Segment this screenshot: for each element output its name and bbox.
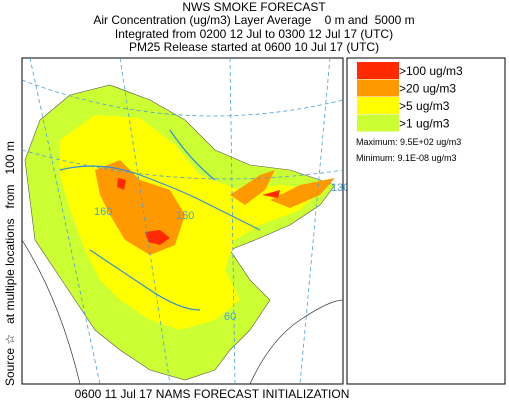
- legend-maximum: Maximum: 9.5E+02 ug/m3: [356, 137, 461, 147]
- legend-swatch: [357, 62, 399, 79]
- legend-swatch: [357, 97, 399, 114]
- legend-label: >5 ug/m3: [399, 99, 450, 113]
- map-label: 130: [331, 182, 349, 194]
- map-label: 150: [176, 210, 194, 222]
- subtitle: Air Concentration (ug/m3) Layer Average …: [93, 13, 414, 27]
- map-label: 60: [224, 311, 236, 323]
- legend-swatch: [357, 79, 399, 97]
- rivers: [59, 129, 261, 311]
- legend-label: >1 ug/m3: [399, 117, 450, 131]
- legend-label: >100 ug/m3: [399, 64, 463, 78]
- subtitle: Integrated from 0200 12 Jul to 0300 12 J…: [115, 27, 393, 41]
- smoke-area-20: [230, 170, 335, 208]
- title: NWS SMOKE FORECAST: [182, 0, 326, 14]
- map-label: 160: [94, 206, 112, 218]
- legend: Maximum: 9.5E+02 ug/m3 Minimum: 9.1E-08 …: [346, 57, 506, 385]
- subtitle: PM25 Release started at 0600 10 Jul 17 (…: [129, 40, 379, 54]
- side-label: Source ☆ at multiple locations from 100 …: [3, 141, 17, 386]
- legend-swatch: [357, 114, 399, 132]
- legend-minimum: Minimum: 9.1E-08 ug/m3: [356, 153, 457, 163]
- coastline: [22, 239, 343, 384]
- footer: 0600 11 Jul 17 NAMS FORECAST INITIALIZAT…: [75, 387, 350, 401]
- legend-label: >20 ug/m3: [399, 82, 456, 96]
- graticule: [22, 58, 343, 384]
- map: 160 150 130 60: [21, 57, 349, 385]
